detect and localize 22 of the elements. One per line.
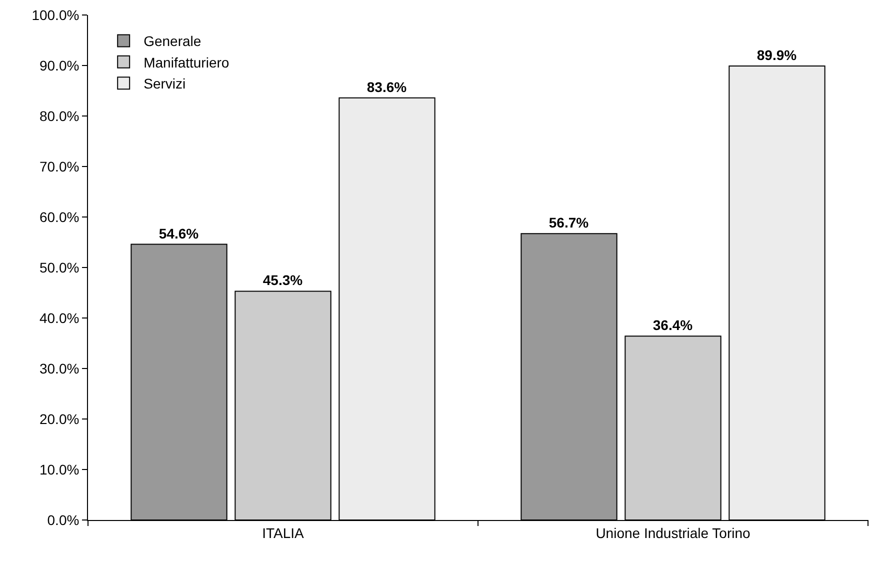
y-tick-label: 70.0% [39, 158, 80, 174]
y-tick-label: 80.0% [39, 108, 80, 124]
data-label: 83.6% [366, 78, 408, 95]
x-tick-label: Unione Industriale Torino [596, 524, 751, 541]
y-tick-label: 0.0% [47, 512, 80, 528]
data-label: 54.6% [158, 225, 200, 242]
data-label: 56.7% [548, 214, 590, 231]
y-tick-label: 90.0% [39, 57, 80, 74]
x-tick-label: ITALIA [262, 524, 305, 541]
data-label: 89.9% [756, 47, 798, 64]
y-tick-label: 60.0% [39, 208, 80, 225]
y-tick-label: 50.0% [39, 259, 80, 276]
y-tick-label: 10.0% [39, 461, 80, 478]
data-label: 45.3% [262, 272, 304, 288]
y-tick-label: 30.0% [39, 360, 80, 376]
legend-label: Servizi [144, 76, 186, 92]
legend-label: Generale [144, 33, 202, 50]
y-tick-label: 40.0% [39, 310, 80, 326]
y-tick-label: 100.0% [32, 6, 80, 23]
data-label: 36.4% [652, 317, 694, 334]
y-tick-label: 20.0% [39, 410, 80, 427]
legend-label: Manifatturiero [144, 54, 230, 70]
